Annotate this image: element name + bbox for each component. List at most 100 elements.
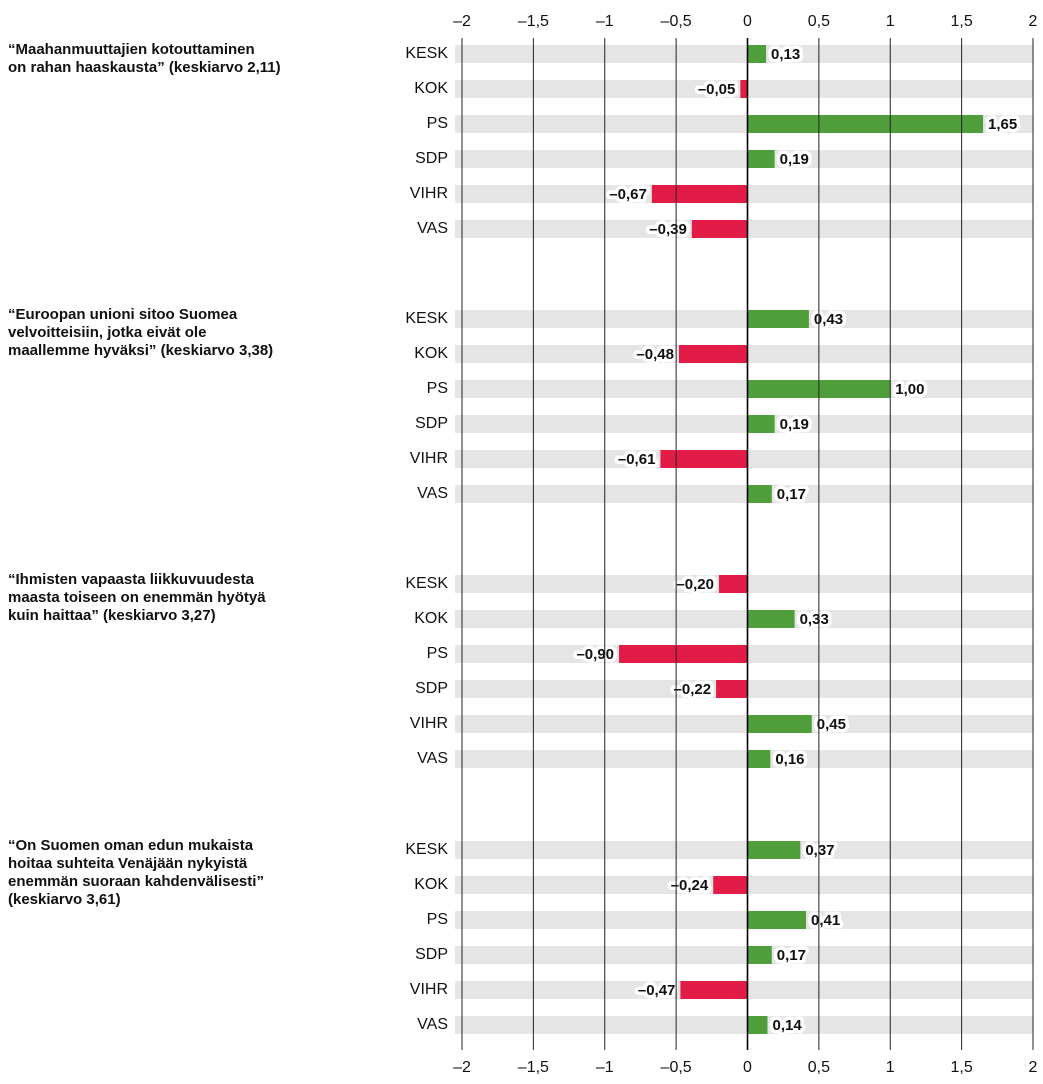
category-label: VAS [417,1016,448,1033]
row-band [455,310,1033,328]
category-label: VIHR [410,715,448,732]
bar [718,575,748,593]
bar [747,911,807,929]
category-label: PS [427,115,448,132]
value-label: –0,61 [618,451,656,468]
panel-title: hoitaa suhteita Venäjään nykyistä [8,855,248,872]
panel-title: “On Suomen oman edun mukaista [8,837,254,854]
x-tick-label: –1 [596,1059,614,1076]
x-tick-label: 1 [886,1059,895,1076]
bar [747,946,772,964]
value-label: 0,16 [775,751,804,768]
bar [747,415,775,433]
x-tick-label: 1,5 [951,13,973,30]
x-tick-label: –0,5 [661,1059,692,1076]
x-tick-label: –1,5 [518,1059,549,1076]
category-label: SDP [415,946,448,963]
value-label: 0,33 [800,611,829,628]
value-label: 0,17 [777,947,806,964]
row-band [455,150,1033,168]
category-label: PS [427,911,448,928]
row-band [455,1016,1033,1034]
x-tick-label: –2 [453,13,471,30]
category-label: VIHR [410,450,448,467]
x-tick-label: –2 [453,1059,471,1076]
value-label: –0,48 [636,346,674,363]
value-label: –0,20 [676,576,714,593]
bar [747,715,812,733]
category-label: SDP [415,680,448,697]
row-band [455,841,1033,859]
x-tick-label: 0,5 [808,13,830,30]
value-label: –0,39 [649,221,687,238]
x-tick-label: 0 [743,1059,752,1076]
bar [747,610,795,628]
value-label: 0,17 [777,486,806,503]
value-label: –0,24 [671,877,709,894]
panel-title: velvoitteisiin, jotka eivät ole [8,324,206,341]
row-band [455,485,1033,503]
x-tick-label: 2 [1029,13,1038,30]
value-label: 1,65 [988,116,1017,133]
panel-title: maallemme hyväksi” (keskiarvo 3,38) [8,342,273,359]
bar [660,450,748,468]
row-band [455,610,1033,628]
category-label: VIHR [410,185,448,202]
bar [740,80,748,98]
x-tick-label: 1,5 [951,1059,973,1076]
category-label: PS [427,380,448,397]
value-label: 1,00 [895,381,924,398]
bands [455,45,1033,1034]
category-label: VIHR [410,981,448,998]
bar [747,45,767,63]
bar [747,115,984,133]
bar [678,345,748,363]
category-label: KESK [405,841,448,858]
value-label: –0,22 [674,681,712,698]
value-label: 0,13 [771,46,800,63]
panel-title: “Euroopan unioni sitoo Suomea [8,306,238,323]
row-band [455,911,1033,929]
bar [716,680,748,698]
category-label: KOK [414,80,448,97]
category-label: KOK [414,345,448,362]
panel-title: (keskiarvo 3,61) [8,891,121,908]
category-label: PS [427,645,448,662]
value-label: –0,90 [576,646,614,663]
bar [747,750,771,768]
panel-title: on rahan haaskausta” (keskiarvo 2,11) [8,59,281,76]
value-label: 0,41 [811,912,840,929]
row-band [455,946,1033,964]
category-label: KOK [414,610,448,627]
x-tick-label: 0,5 [808,1059,830,1076]
row-band [455,45,1033,63]
row-band [455,415,1033,433]
x-tick-label: 0 [743,13,752,30]
x-tick-label: 1 [886,13,895,30]
category-label: SDP [415,150,448,167]
value-label: 0,37 [805,842,834,859]
value-label: 0,19 [780,151,809,168]
category-label: VAS [417,485,448,502]
value-label: –0,47 [638,982,676,999]
value-label: 0,19 [780,416,809,433]
value-label: –0,05 [698,81,736,98]
panel-title: “Maahanmuuttajien kotouttaminen [8,41,255,58]
bar [680,981,748,999]
value-label: 0,14 [772,1017,802,1034]
category-label: SDP [415,415,448,432]
x-tick-label: –1,5 [518,13,549,30]
bar [747,150,775,168]
category-label: KESK [405,575,448,592]
x-tick-label: –1 [596,13,614,30]
category-label: KESK [405,45,448,62]
category-label: VAS [417,220,448,237]
labels: –2 –2 –1,5 –1,5 –1 –1 –0,5 –0,5 0 0 0,5 0,5 1 1 1,5 1,5… [8,13,1038,1076]
bar [747,310,809,328]
bar [747,841,801,859]
bar [651,185,748,203]
panel-title: kuin haittaa” (keskiarvo 3,27) [8,607,216,624]
bar [747,485,772,503]
row-band [455,750,1033,768]
